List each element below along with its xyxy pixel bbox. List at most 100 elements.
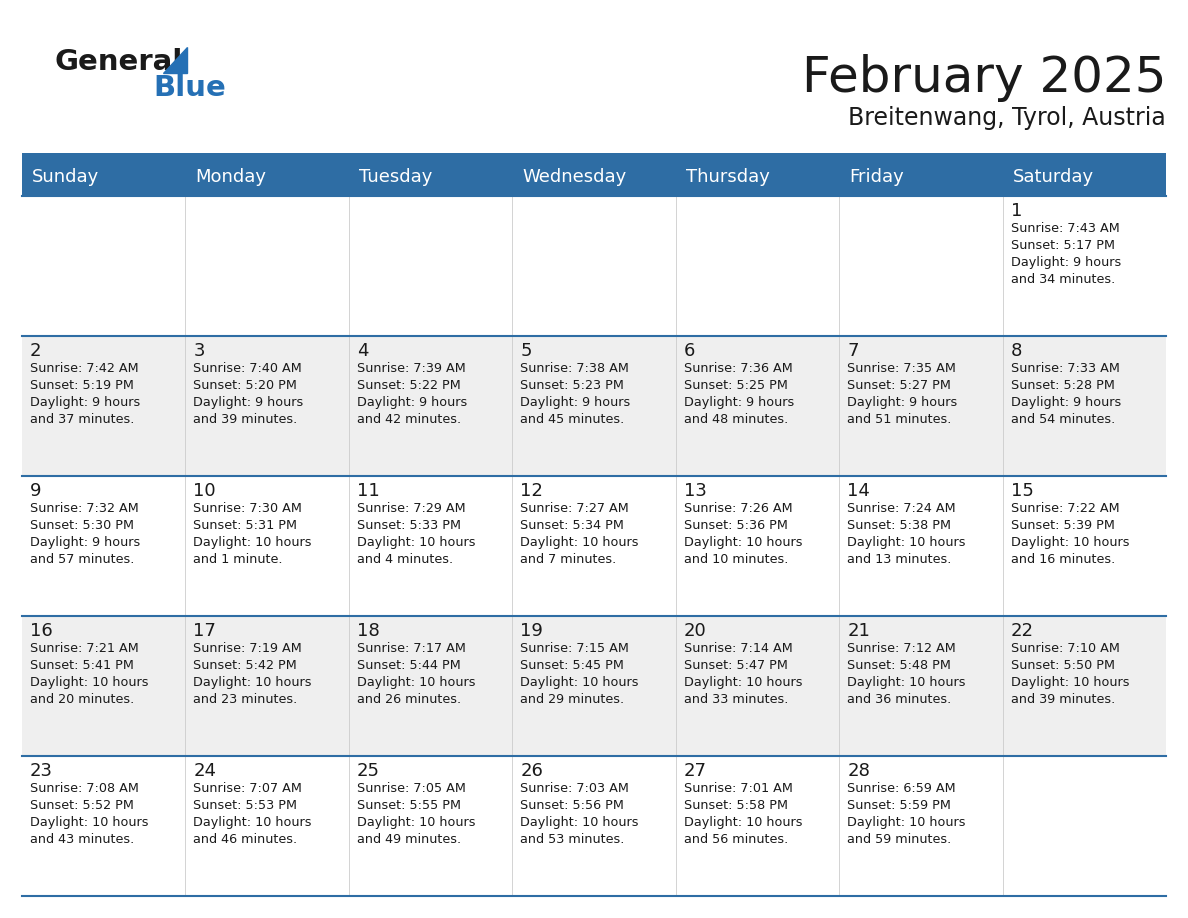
Text: Sunrise: 6:59 AM: Sunrise: 6:59 AM bbox=[847, 782, 956, 795]
Text: and 13 minutes.: and 13 minutes. bbox=[847, 553, 952, 566]
Text: Sunrise: 7:01 AM: Sunrise: 7:01 AM bbox=[684, 782, 792, 795]
Polygon shape bbox=[163, 47, 187, 73]
Text: Daylight: 9 hours: Daylight: 9 hours bbox=[1011, 396, 1120, 409]
Text: Sunrise: 7:33 AM: Sunrise: 7:33 AM bbox=[1011, 362, 1119, 375]
Text: Sunset: 5:36 PM: Sunset: 5:36 PM bbox=[684, 519, 788, 532]
Bar bbox=[23, 153, 1165, 158]
Text: Sunrise: 7:40 AM: Sunrise: 7:40 AM bbox=[194, 362, 302, 375]
Bar bbox=[1003, 158, 1165, 196]
Bar bbox=[839, 158, 1003, 196]
Bar bbox=[349, 158, 512, 196]
Text: Sunset: 5:45 PM: Sunset: 5:45 PM bbox=[520, 659, 624, 672]
Text: Sunset: 5:59 PM: Sunset: 5:59 PM bbox=[847, 799, 952, 812]
Text: Sunset: 5:56 PM: Sunset: 5:56 PM bbox=[520, 799, 624, 812]
Text: 17: 17 bbox=[194, 622, 216, 640]
Bar bbox=[1003, 196, 1165, 336]
Text: Sunrise: 7:43 AM: Sunrise: 7:43 AM bbox=[1011, 222, 1119, 235]
Text: Sunset: 5:55 PM: Sunset: 5:55 PM bbox=[356, 799, 461, 812]
Text: Sunrise: 7:17 AM: Sunrise: 7:17 AM bbox=[356, 642, 466, 655]
Text: 16: 16 bbox=[30, 622, 52, 640]
Text: Daylight: 10 hours: Daylight: 10 hours bbox=[847, 816, 966, 829]
Text: Daylight: 9 hours: Daylight: 9 hours bbox=[847, 396, 958, 409]
Bar bbox=[676, 196, 839, 336]
Bar bbox=[512, 196, 676, 336]
Text: and 57 minutes.: and 57 minutes. bbox=[30, 553, 134, 566]
Bar bbox=[676, 336, 839, 476]
Text: Sunrise: 7:29 AM: Sunrise: 7:29 AM bbox=[356, 502, 466, 515]
Text: Daylight: 10 hours: Daylight: 10 hours bbox=[30, 676, 148, 689]
Text: Sunrise: 7:30 AM: Sunrise: 7:30 AM bbox=[194, 502, 302, 515]
Bar bbox=[512, 336, 676, 476]
Bar bbox=[839, 476, 1003, 616]
Text: 19: 19 bbox=[520, 622, 543, 640]
Bar bbox=[512, 756, 676, 896]
Text: Sunrise: 7:03 AM: Sunrise: 7:03 AM bbox=[520, 782, 630, 795]
Text: Sunset: 5:42 PM: Sunset: 5:42 PM bbox=[194, 659, 297, 672]
Text: 10: 10 bbox=[194, 482, 216, 500]
Bar bbox=[676, 158, 839, 196]
Text: 1: 1 bbox=[1011, 202, 1022, 220]
Text: Daylight: 9 hours: Daylight: 9 hours bbox=[1011, 256, 1120, 269]
Text: Daylight: 10 hours: Daylight: 10 hours bbox=[520, 676, 639, 689]
Bar bbox=[839, 196, 1003, 336]
Text: Sunrise: 7:05 AM: Sunrise: 7:05 AM bbox=[356, 782, 466, 795]
Text: Friday: Friday bbox=[849, 168, 904, 186]
Text: Sunrise: 7:26 AM: Sunrise: 7:26 AM bbox=[684, 502, 792, 515]
Text: Breitenwang, Tyrol, Austria: Breitenwang, Tyrol, Austria bbox=[848, 106, 1165, 130]
Text: Daylight: 9 hours: Daylight: 9 hours bbox=[520, 396, 631, 409]
Text: Daylight: 10 hours: Daylight: 10 hours bbox=[30, 816, 148, 829]
Text: 13: 13 bbox=[684, 482, 707, 500]
Text: Sunset: 5:31 PM: Sunset: 5:31 PM bbox=[194, 519, 297, 532]
Text: and 39 minutes.: and 39 minutes. bbox=[1011, 693, 1114, 706]
Text: Daylight: 9 hours: Daylight: 9 hours bbox=[30, 536, 140, 549]
Text: Tuesday: Tuesday bbox=[359, 168, 432, 186]
Text: Daylight: 10 hours: Daylight: 10 hours bbox=[520, 816, 639, 829]
Text: and 36 minutes.: and 36 minutes. bbox=[847, 693, 952, 706]
Text: 12: 12 bbox=[520, 482, 543, 500]
Text: Sunset: 5:19 PM: Sunset: 5:19 PM bbox=[30, 379, 134, 392]
Text: 14: 14 bbox=[847, 482, 870, 500]
Text: Sunset: 5:33 PM: Sunset: 5:33 PM bbox=[356, 519, 461, 532]
Text: 8: 8 bbox=[1011, 342, 1022, 360]
Bar bbox=[23, 336, 185, 476]
Bar bbox=[1003, 616, 1165, 756]
Text: Sunrise: 7:39 AM: Sunrise: 7:39 AM bbox=[356, 362, 466, 375]
Text: Sunset: 5:34 PM: Sunset: 5:34 PM bbox=[520, 519, 624, 532]
Text: Sunrise: 7:38 AM: Sunrise: 7:38 AM bbox=[520, 362, 630, 375]
Text: Saturday: Saturday bbox=[1012, 168, 1094, 186]
Bar bbox=[185, 756, 349, 896]
Text: Sunset: 5:27 PM: Sunset: 5:27 PM bbox=[847, 379, 952, 392]
Text: Daylight: 10 hours: Daylight: 10 hours bbox=[1011, 676, 1129, 689]
Text: 6: 6 bbox=[684, 342, 695, 360]
Text: Sunrise: 7:24 AM: Sunrise: 7:24 AM bbox=[847, 502, 956, 515]
Text: Sunset: 5:47 PM: Sunset: 5:47 PM bbox=[684, 659, 788, 672]
Bar bbox=[185, 336, 349, 476]
Text: and 53 minutes.: and 53 minutes. bbox=[520, 833, 625, 846]
Text: Sunset: 5:22 PM: Sunset: 5:22 PM bbox=[356, 379, 461, 392]
Text: Daylight: 9 hours: Daylight: 9 hours bbox=[30, 396, 140, 409]
Text: Blue: Blue bbox=[153, 74, 226, 102]
Text: Daylight: 10 hours: Daylight: 10 hours bbox=[684, 536, 802, 549]
Text: 3: 3 bbox=[194, 342, 204, 360]
Text: Daylight: 10 hours: Daylight: 10 hours bbox=[1011, 536, 1129, 549]
Text: and 10 minutes.: and 10 minutes. bbox=[684, 553, 788, 566]
Text: and 37 minutes.: and 37 minutes. bbox=[30, 413, 134, 426]
Text: Sunset: 5:20 PM: Sunset: 5:20 PM bbox=[194, 379, 297, 392]
Text: 28: 28 bbox=[847, 762, 870, 780]
Text: Sunset: 5:52 PM: Sunset: 5:52 PM bbox=[30, 799, 134, 812]
Text: Sunset: 5:53 PM: Sunset: 5:53 PM bbox=[194, 799, 297, 812]
Text: Daylight: 10 hours: Daylight: 10 hours bbox=[356, 676, 475, 689]
Text: 15: 15 bbox=[1011, 482, 1034, 500]
Bar bbox=[185, 158, 349, 196]
Text: Sunrise: 7:21 AM: Sunrise: 7:21 AM bbox=[30, 642, 139, 655]
Text: and 46 minutes.: and 46 minutes. bbox=[194, 833, 297, 846]
Text: Thursday: Thursday bbox=[685, 168, 770, 186]
Text: and 43 minutes.: and 43 minutes. bbox=[30, 833, 134, 846]
Text: Sunrise: 7:15 AM: Sunrise: 7:15 AM bbox=[520, 642, 630, 655]
Bar bbox=[349, 476, 512, 616]
Text: Sunset: 5:25 PM: Sunset: 5:25 PM bbox=[684, 379, 788, 392]
Text: 20: 20 bbox=[684, 622, 707, 640]
Text: 2: 2 bbox=[30, 342, 42, 360]
Text: Daylight: 10 hours: Daylight: 10 hours bbox=[847, 536, 966, 549]
Text: Daylight: 10 hours: Daylight: 10 hours bbox=[194, 536, 312, 549]
